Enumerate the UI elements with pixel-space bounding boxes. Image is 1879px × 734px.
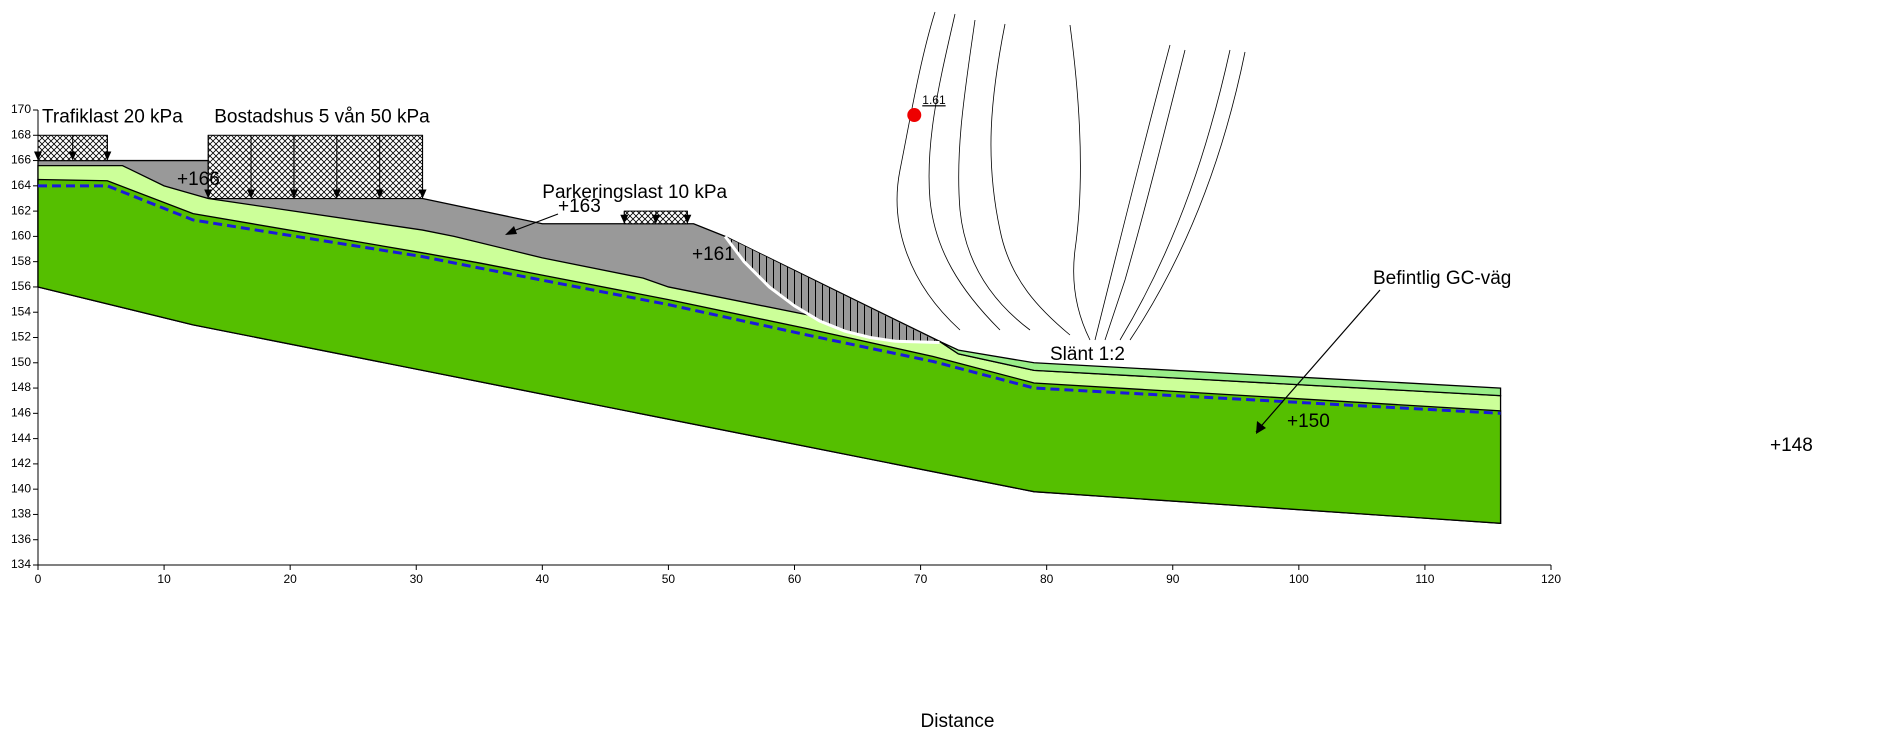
x-tick-label: 120 [1541, 572, 1561, 586]
y-tick-label: 166 [11, 153, 31, 167]
x-tick-label: 20 [283, 572, 297, 586]
load-label: Bostadshus 5 vån 50 kPa [214, 106, 430, 127]
annotation: Befintlig GC-väg [1373, 268, 1511, 289]
y-tick-label: 146 [11, 406, 31, 420]
x-tick-label: 100 [1289, 572, 1309, 586]
y-tick-label: 144 [11, 431, 31, 445]
load [208, 135, 422, 198]
y-tick-label: 148 [11, 380, 31, 394]
x-tick-label: 70 [914, 572, 928, 586]
annotation: +150 [1287, 411, 1330, 432]
y-tick-label: 152 [11, 330, 31, 344]
x-axis-label: Distance [921, 711, 995, 732]
factor-of-safety: 1.61 [922, 93, 946, 107]
y-tick-label: 158 [11, 254, 31, 268]
plot: 134 136 138 140 142 144 146 148 150 152 154 156 158 1… [11, 93, 1813, 732]
y-tick-label: 142 [11, 456, 31, 470]
x-tick-label: 50 [662, 572, 676, 586]
y-tick-label: 138 [11, 507, 31, 521]
y-tick-label: 154 [11, 304, 31, 318]
y-tick-label: 162 [11, 203, 31, 217]
y-tick-label: 156 [11, 279, 31, 293]
chart: 134 136 138 140 142 144 146 148 150 152 154 156 158 1… [0, 0, 1879, 734]
y-tick-label: 150 [11, 355, 31, 369]
annotation: +166 [177, 169, 220, 190]
y-tick-label: 140 [11, 481, 31, 495]
x-tick-label: 80 [1040, 572, 1054, 586]
load-label: Trafiklast 20 kPa [42, 106, 183, 127]
x-tick-label: 10 [157, 572, 171, 586]
x-tick-label: 60 [788, 572, 802, 586]
annotation: +148 [1770, 435, 1813, 456]
contours [897, 12, 1245, 340]
x-tick-label: 90 [1166, 572, 1180, 586]
annotation: +163 [558, 196, 601, 217]
x-tick-label: 40 [536, 572, 550, 586]
y-tick-label: 136 [11, 532, 31, 546]
x-tick-label: 0 [35, 572, 42, 586]
y-tick-label: 160 [11, 229, 31, 243]
slip-center [907, 108, 921, 122]
x-tick-label: 110 [1415, 572, 1434, 586]
y-tick-label: 164 [11, 178, 31, 192]
x-tick-label: 30 [410, 572, 424, 586]
y-tick-label: 168 [11, 127, 31, 141]
y-tick-label: 134 [11, 557, 31, 571]
annotation: +161 [692, 244, 735, 265]
y-tick-label: 170 [11, 102, 31, 116]
annotation: Slänt 1:2 [1050, 344, 1125, 365]
